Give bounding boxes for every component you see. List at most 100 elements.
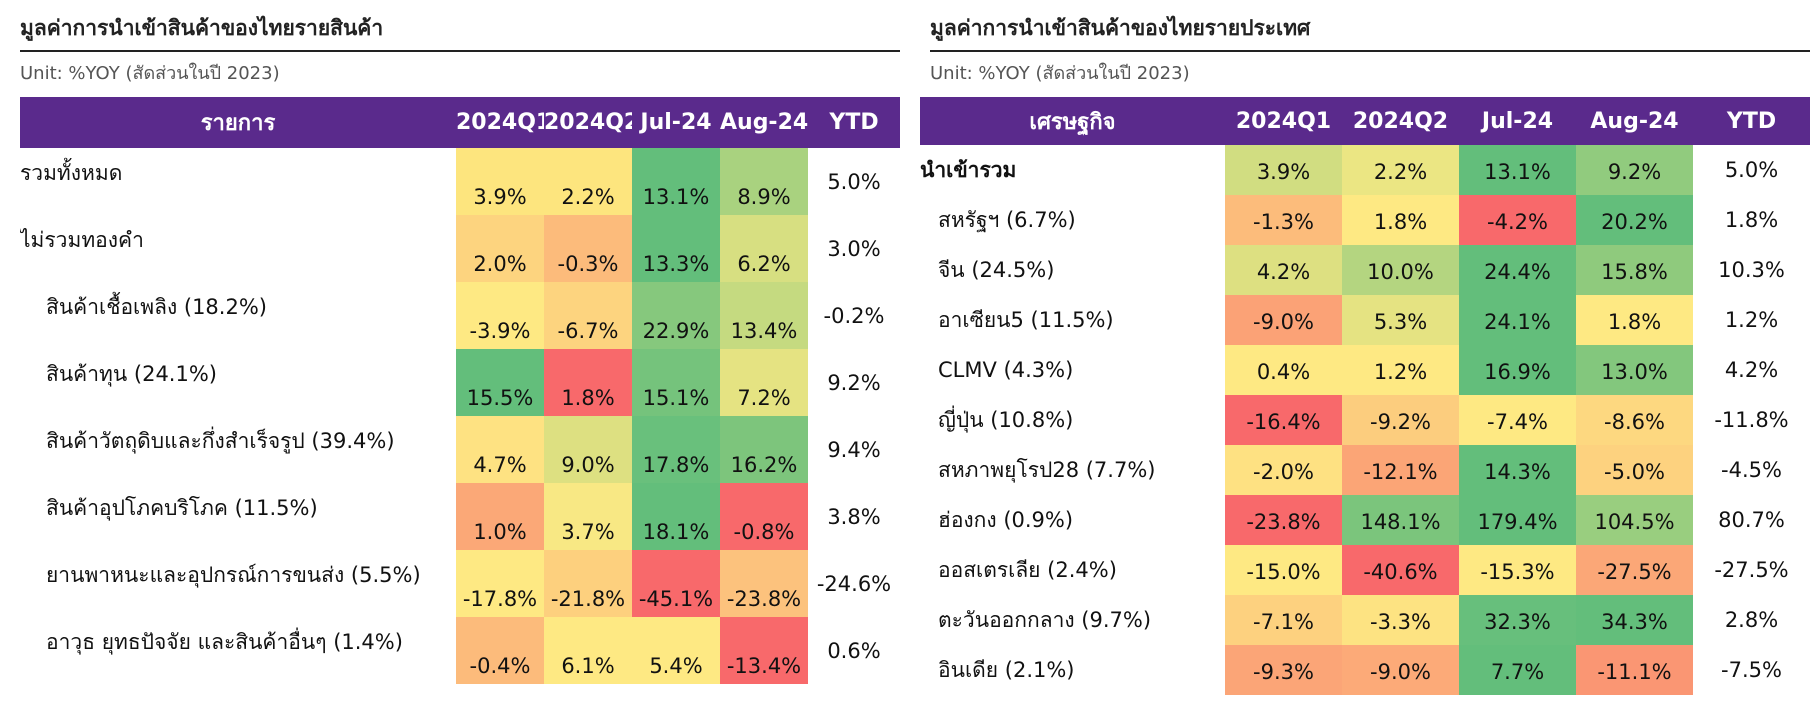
country-header-0: เศรษฐกิจ: [920, 97, 1225, 145]
country-row-label: อาเซียน5 (11.5%): [938, 307, 1114, 332]
country-ytd-cell: -27.5%: [1693, 545, 1810, 595]
product-import-table: รายการ 2024Q1 2024Q2 Jul-24 Aug-24 YTD รวมทั้…: [20, 97, 900, 684]
country-value-cell: 4.2%: [1225, 245, 1342, 295]
product-value-cell: -13.4%: [720, 617, 808, 684]
product-value-cell: 9.0%: [544, 416, 632, 483]
product-value-cell: -45.1%: [632, 550, 720, 617]
product-value-cell: 17.8%: [632, 416, 720, 483]
product-header-2: 2024Q2: [544, 97, 632, 148]
country-value-cell: -40.6%: [1342, 545, 1459, 595]
country-row: ออสเตรเลีย (2.4%) -15.0% -40.6% -15.3% -27.5…: [920, 545, 1810, 595]
country-value-cell: -1.3%: [1225, 195, 1342, 245]
product-value-cell: 13.3%: [632, 215, 720, 282]
product-value-cell: 7.2%: [720, 349, 808, 416]
product-value-cell: 6.1%: [544, 617, 632, 684]
product-value-cell: 2.0%: [456, 215, 544, 282]
product-value-cell: 6.2%: [720, 215, 808, 282]
product-ytd-cell: 9.4%: [808, 416, 900, 483]
country-value-cell: 9.2%: [1576, 145, 1693, 195]
product-row-label: รวมทั้งหมด: [20, 161, 123, 185]
product-value-cell: 22.9%: [632, 282, 720, 349]
country-value-cell: -15.3%: [1459, 545, 1576, 595]
product-value-cell: -0.8%: [720, 483, 808, 550]
country-row: สหรัฐฯ (6.7%) -1.3% 1.8% -4.2% 20.2% 1.8%: [920, 195, 1810, 245]
product-value-cell: -21.8%: [544, 550, 632, 617]
product-row: สินค้าเชื้อเพลิง (18.2%) -3.9% -6.7% 22.9% 1…: [20, 282, 900, 349]
country-row: จีน (24.5%) 4.2% 10.0% 24.4% 15.8% 10.3%: [920, 245, 1810, 295]
country-row-label: ออสเตรเลีย (2.4%): [938, 557, 1117, 582]
product-value-cell: -23.8%: [720, 550, 808, 617]
product-value-cell: 3.9%: [456, 148, 544, 215]
country-value-cell: -7.1%: [1225, 595, 1342, 645]
left-panel-title: มูลค่าการนำเข้าสินค้าของไทยรายสินค้า: [20, 16, 384, 40]
country-value-cell: -2.0%: [1225, 445, 1342, 495]
product-value-cell: -0.3%: [544, 215, 632, 282]
country-value-cell: -7.4%: [1459, 395, 1576, 445]
country-header-1: 2024Q1: [1225, 97, 1342, 145]
left-title-rule: [20, 50, 900, 52]
product-value-cell: 2.2%: [544, 148, 632, 215]
product-header-4: Aug-24: [720, 97, 808, 148]
product-value-cell: 4.7%: [456, 416, 544, 483]
product-ytd-cell: 3.8%: [808, 483, 900, 550]
product-value-cell: 8.9%: [720, 148, 808, 215]
product-header-0: รายการ: [20, 97, 456, 148]
country-value-cell: -9.2%: [1342, 395, 1459, 445]
country-value-cell: 7.7%: [1459, 645, 1576, 695]
country-value-cell: -12.1%: [1342, 445, 1459, 495]
product-value-cell: 1.8%: [544, 349, 632, 416]
product-ytd-cell: 5.0%: [808, 148, 900, 215]
product-ytd-cell: 3.0%: [808, 215, 900, 282]
country-value-cell: 24.1%: [1459, 295, 1576, 345]
product-row-label: สินค้าทุน (24.1%): [46, 362, 217, 386]
country-ytd-cell: 1.8%: [1693, 195, 1810, 245]
product-row-label: สินค้าเชื้อเพลิง (18.2%): [46, 295, 267, 319]
country-value-cell: -9.0%: [1225, 295, 1342, 345]
left-panel-unit: Unit: %YOY (สัดส่วนในปี 2023): [20, 63, 280, 84]
country-import-table: เศรษฐกิจ 2024Q1 2024Q2 Jul-24 Aug-24 YTD นำเข…: [920, 97, 1810, 695]
country-row: ฮ่องกง (0.9%) -23.8% 148.1% 179.4% 104.5% 80.…: [920, 495, 1810, 545]
product-row-label: ยานพาหนะและอุปกรณ์การขนส่ง (5.5%): [46, 563, 421, 587]
country-value-cell: 104.5%: [1576, 495, 1693, 545]
product-row-label: สินค้าอุปโภคบริโภค (11.5%): [46, 496, 318, 520]
country-row: นำเข้ารวม 3.9% 2.2% 13.1% 9.2% 5.0%: [920, 145, 1810, 195]
product-value-cell: 15.1%: [632, 349, 720, 416]
right-panel-title: มูลค่าการนำเข้าสินค้าของไทยรายประเทศ: [930, 16, 1311, 40]
product-row: สินค้าวัตถุดิบและกึ่งสำเร็จรูป (39.4%) 4.…: [20, 416, 900, 483]
country-value-cell: 14.3%: [1459, 445, 1576, 495]
product-value-cell: -6.7%: [544, 282, 632, 349]
product-row: ไม่รวมทองคำ 2.0% -0.3% 13.3% 6.2% 3.0%: [20, 215, 900, 282]
right-panel-unit: Unit: %YOY (สัดส่วนในปี 2023): [930, 63, 1190, 84]
country-ytd-cell: 4.2%: [1693, 345, 1810, 395]
country-row: อินเดีย (2.1%) -9.3% -9.0% 7.7% -11.1% -7.5%: [920, 645, 1810, 695]
product-value-cell: 3.7%: [544, 483, 632, 550]
country-value-cell: 20.2%: [1576, 195, 1693, 245]
country-ytd-cell: 5.0%: [1693, 145, 1810, 195]
country-value-cell: 34.3%: [1576, 595, 1693, 645]
product-ytd-cell: 9.2%: [808, 349, 900, 416]
country-row-label: ญี่ปุ่น (10.8%): [938, 407, 1074, 432]
country-header-5: YTD: [1693, 97, 1810, 145]
country-value-cell: -15.0%: [1225, 545, 1342, 595]
country-ytd-cell: 10.3%: [1693, 245, 1810, 295]
product-value-cell: 13.4%: [720, 282, 808, 349]
country-header-4: Aug-24: [1576, 97, 1693, 145]
product-value-cell: 15.5%: [456, 349, 544, 416]
country-ytd-cell: 2.8%: [1693, 595, 1810, 645]
country-value-cell: 32.3%: [1459, 595, 1576, 645]
country-row-label: อินเดีย (2.1%): [938, 657, 1075, 682]
product-row-label: สินค้าวัตถุดิบและกึ่งสำเร็จรูป (39.4%): [46, 429, 395, 453]
country-row: ตะวันออกกลาง (9.7%) -7.1% -3.3% 32.3% 34.3% 2…: [920, 595, 1810, 645]
country-value-cell: -27.5%: [1576, 545, 1693, 595]
country-value-cell: 16.9%: [1459, 345, 1576, 395]
country-row: สหภาพยุโรป28 (7.7%) -2.0% -12.1% 14.3% -5.0%…: [920, 445, 1810, 495]
country-row: ญี่ปุ่น (10.8%) -16.4% -9.2% -7.4% -8.6% -11.…: [920, 395, 1810, 445]
country-value-cell: -9.3%: [1225, 645, 1342, 695]
country-ytd-cell: -4.5%: [1693, 445, 1810, 495]
country-value-cell: -11.1%: [1576, 645, 1693, 695]
country-value-cell: 10.0%: [1342, 245, 1459, 295]
product-value-cell: 5.4%: [632, 617, 720, 684]
product-ytd-cell: -24.6%: [808, 550, 900, 617]
country-row-label: จีน (24.5%): [938, 257, 1055, 282]
country-value-cell: 15.8%: [1576, 245, 1693, 295]
